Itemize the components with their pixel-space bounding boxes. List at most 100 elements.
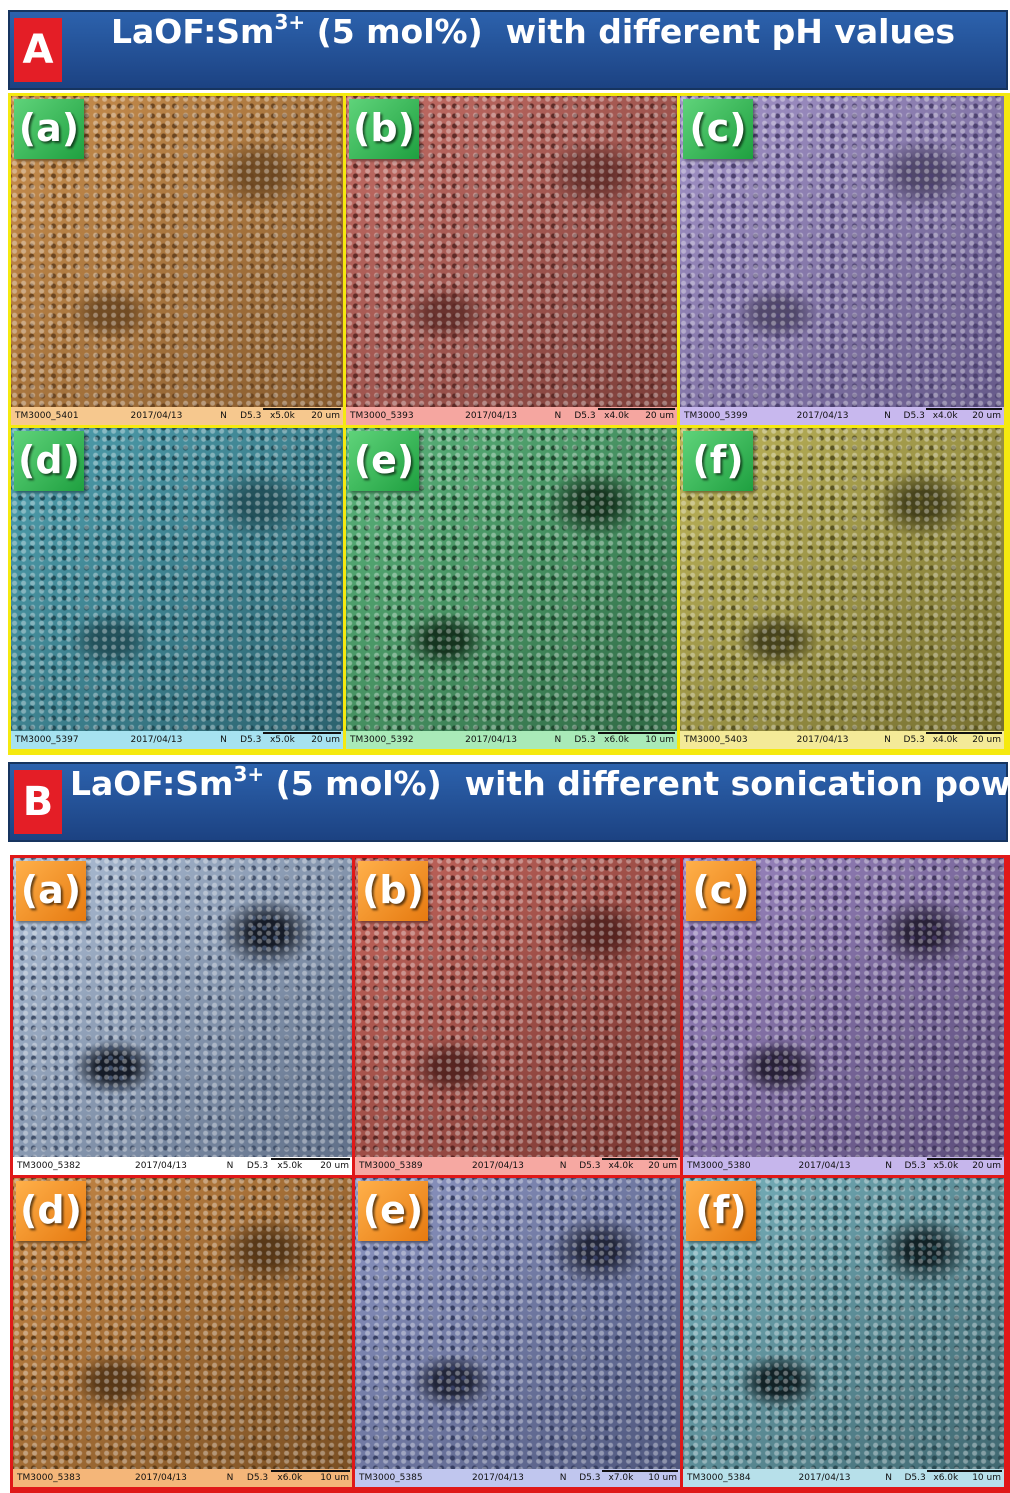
footer-mode: N xyxy=(227,1469,234,1487)
footer-scale: 20 um xyxy=(972,1157,1001,1175)
section-title: LaOF:Sm3+ (5 mol%) with different pH val… xyxy=(70,12,996,88)
panel-label: (e) xyxy=(349,431,419,491)
section-label: A xyxy=(14,18,62,82)
footer-id: TM3000_5385 xyxy=(359,1469,423,1487)
footer-id: TM3000_5384 xyxy=(687,1469,751,1487)
footer-detector: D5.3 xyxy=(574,731,595,749)
section-title: LaOF:Sm3+ (5 mol%) with different sonica… xyxy=(70,764,996,840)
image-footer: TM3000_5389 2017/04/13 N D5.3 x4.0k 20 um xyxy=(355,1157,680,1175)
footer-mode: N xyxy=(884,731,891,749)
footer-magnification: x5.0k xyxy=(277,1157,302,1175)
footer-scale: 10 um xyxy=(320,1469,349,1487)
footer-id: TM3000_5401 xyxy=(15,407,79,425)
footer-detector: D5.3 xyxy=(579,1157,600,1175)
title-superscript: 3+ xyxy=(233,762,264,786)
sem-panel: (b) TM3000_5389 2017/04/13 N D5.3 x4.0k 20 um xyxy=(355,858,680,1175)
image-footer: TM3000_5401 2017/04/13 N D5.3 x5.0k 20 um xyxy=(11,407,343,425)
panel-label: (a) xyxy=(16,861,86,921)
footer-scale: 20 um xyxy=(645,407,674,425)
footer-mode: N xyxy=(220,731,227,749)
panel-label: (b) xyxy=(349,99,419,159)
footer-magnification: x4.0k xyxy=(604,407,629,425)
footer-mode: N xyxy=(227,1157,234,1175)
footer-date: 2017/04/13 xyxy=(131,407,183,425)
title-formula: LaOF:Sm xyxy=(111,12,274,51)
footer-mode: N xyxy=(560,1157,567,1175)
sem-panel: (a) TM3000_5382 2017/04/13 N D5.3 x5.0k 20 um xyxy=(13,858,352,1175)
image-footer: TM3000_5382 2017/04/13 N D5.3 x5.0k 20 um xyxy=(13,1157,352,1175)
panel-label: (f) xyxy=(686,1181,756,1241)
footer-detector: D5.3 xyxy=(247,1157,268,1175)
footer-magnification: x6.0k xyxy=(277,1469,302,1487)
footer-date: 2017/04/13 xyxy=(799,1469,851,1487)
footer-mode: N xyxy=(884,407,891,425)
footer-mode: N xyxy=(885,1469,892,1487)
footer-magnification: x4.0k xyxy=(933,731,958,749)
image-footer: TM3000_53932017/04/13ND5.3x4.0k20 um xyxy=(346,407,677,425)
footer-id: TM3000_5392 xyxy=(350,731,414,749)
sem-panel: (e)TM3000_53922017/04/13ND5.3x6.0k10 um xyxy=(346,428,677,749)
footer-mode: N xyxy=(555,731,562,749)
footer-id: TM3000_5389 xyxy=(359,1157,423,1175)
footer-magnification: x5.0k xyxy=(270,407,295,425)
footer-magnification: x6.0k xyxy=(604,731,629,749)
footer-date: 2017/04/13 xyxy=(465,407,517,425)
footer-id: TM3000_5380 xyxy=(687,1157,751,1175)
footer-date: 2017/04/13 xyxy=(465,731,517,749)
footer-date: 2017/04/13 xyxy=(472,1469,524,1487)
footer-date: 2017/04/13 xyxy=(799,1157,851,1175)
panel-label: (e) xyxy=(358,1181,428,1241)
footer-magnification: x5.0k xyxy=(270,731,295,749)
panel-label: (c) xyxy=(686,861,756,921)
footer-magnification: x5.0k xyxy=(933,1157,958,1175)
section-b-header: B LaOF:Sm3+ (5 mol%) with different soni… xyxy=(8,762,1008,842)
section-a-header: A LaOF:Sm3+ (5 mol%) with different pH v… xyxy=(8,10,1008,90)
footer-date: 2017/04/13 xyxy=(131,731,183,749)
panel-label: (c) xyxy=(683,99,753,159)
sem-panel: (d)TM3000_53832017/04/13ND5.3x6.0k10 um xyxy=(13,1178,352,1487)
section-label: B xyxy=(14,770,62,834)
footer-scale: 20 um xyxy=(648,1157,677,1175)
panel-label: (a) xyxy=(14,99,84,159)
footer-id: TM3000_5382 xyxy=(17,1157,81,1175)
title-superscript: 3+ xyxy=(274,10,305,34)
footer-date: 2017/04/13 xyxy=(135,1157,187,1175)
footer-mode: N xyxy=(220,407,227,425)
footer-detector: D5.3 xyxy=(574,407,595,425)
footer-magnification: x4.0k xyxy=(609,1157,634,1175)
footer-magnification: x7.0k xyxy=(609,1469,634,1487)
footer-date: 2017/04/13 xyxy=(797,407,849,425)
panel-label: (f) xyxy=(683,431,753,491)
image-footer: TM3000_53922017/04/13ND5.3x6.0k10 um xyxy=(346,731,677,749)
footer-id: TM3000_5403 xyxy=(684,731,748,749)
footer-detector: D5.3 xyxy=(240,731,261,749)
footer-detector: D5.3 xyxy=(904,407,925,425)
footer-date: 2017/04/13 xyxy=(135,1469,187,1487)
sem-panel: (d)TM3000_53972017/04/13ND5.3x5.0k20 um xyxy=(11,428,343,749)
footer-scale: 20 um xyxy=(320,1157,349,1175)
title-text: (5 mol%) with different sonication power xyxy=(264,764,1010,803)
footer-detector: D5.3 xyxy=(247,1469,268,1487)
footer-detector: D5.3 xyxy=(240,407,261,425)
footer-scale: 20 um xyxy=(972,731,1001,749)
footer-magnification: x4.0k xyxy=(933,407,958,425)
panel-label: (b) xyxy=(358,861,428,921)
footer-detector: D5.3 xyxy=(904,1157,925,1175)
footer-date: 2017/04/13 xyxy=(472,1157,524,1175)
figure: A LaOF:Sm3+ (5 mol%) with different pH v… xyxy=(0,0,1010,1493)
footer-magnification: x6.0k xyxy=(933,1469,958,1487)
footer-scale: 20 um xyxy=(311,731,340,749)
footer-scale: 20 um xyxy=(311,407,340,425)
footer-detector: D5.3 xyxy=(904,731,925,749)
footer-mode: N xyxy=(555,407,562,425)
